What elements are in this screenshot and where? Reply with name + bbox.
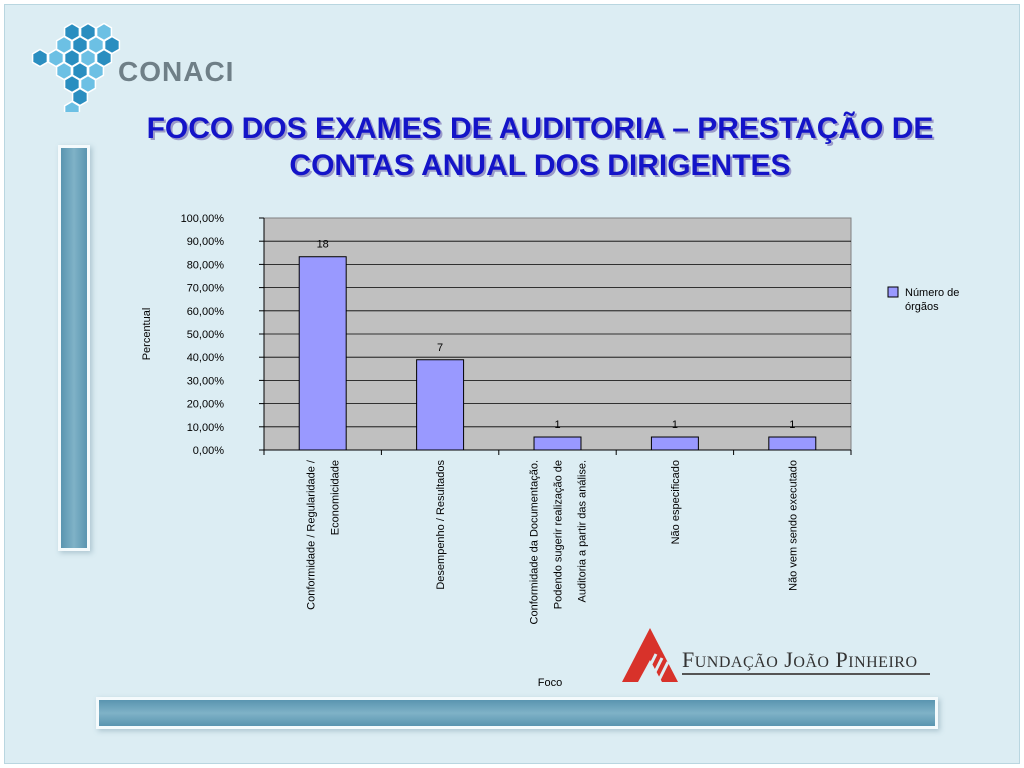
x-category-label: Auditoria a partir das análise. [577,460,589,602]
x-category-label: Conformidade / Regularidade / [306,459,318,610]
bar [533,436,582,451]
bar [650,436,699,451]
bar [298,256,347,451]
slide-title: FOCO DOS EXAMES DE AUDITORIA – PRESTAÇÃO… [146,112,934,182]
y-tick-label: 50,00% [187,329,225,341]
y-tick-label: 90,00% [187,236,225,248]
decorative-horizontal-bar [96,697,938,729]
data-label: 7 [437,342,443,354]
bar [768,436,817,451]
y-tick-label: 30,00% [187,375,225,387]
y-tick-label: 10,00% [187,422,225,434]
conaci-logo-text: CONACI [118,56,235,87]
data-label: 1 [554,419,560,431]
x-category-label: Não vem sendo executado [787,460,799,591]
x-category-label: Desempenho / Resultados [435,460,447,590]
legend-label: Número de [905,287,959,299]
y-tick-label: 100,00% [181,213,225,225]
y-tick-label: 60,00% [187,306,225,318]
y-tick-label: 40,00% [187,352,225,364]
y-tick-label: 20,00% [187,399,225,411]
x-category-label: Não especificado [670,460,682,544]
fundacao-joao-pinheiro-logo [622,628,678,683]
x-category-label: Economicidade [330,460,342,535]
y-tick-label: 70,00% [187,283,225,295]
data-label: 1 [789,419,795,431]
logo-underline [682,673,930,675]
data-label: 18 [317,239,329,251]
hexagon-cluster-icon [31,22,121,112]
logo-hexagon [63,100,81,112]
legend-swatch [887,286,899,298]
logo-hexagon [31,48,49,68]
x-category-label: Conformidade da Documentação. [529,460,541,624]
y-tick-label: 80,00% [187,259,225,271]
y-tick-label: 0,00% [193,445,224,457]
decorative-vertical-bar [58,145,90,551]
legend-label: órgãos [905,301,939,313]
red-triangle-stripes-icon [622,628,678,683]
fundacao-joao-pinheiro-logo-text: FUNDAÇÃO JOÃO PINHEIRO [682,647,918,672]
conaci-logo [31,22,121,112]
x-axis-title: Foco [538,677,562,689]
x-category-label: Podendo sugerir realização de [553,460,565,609]
bar [416,359,465,451]
y-axis-title: Percentual [141,308,153,361]
data-label: 1 [672,419,678,431]
